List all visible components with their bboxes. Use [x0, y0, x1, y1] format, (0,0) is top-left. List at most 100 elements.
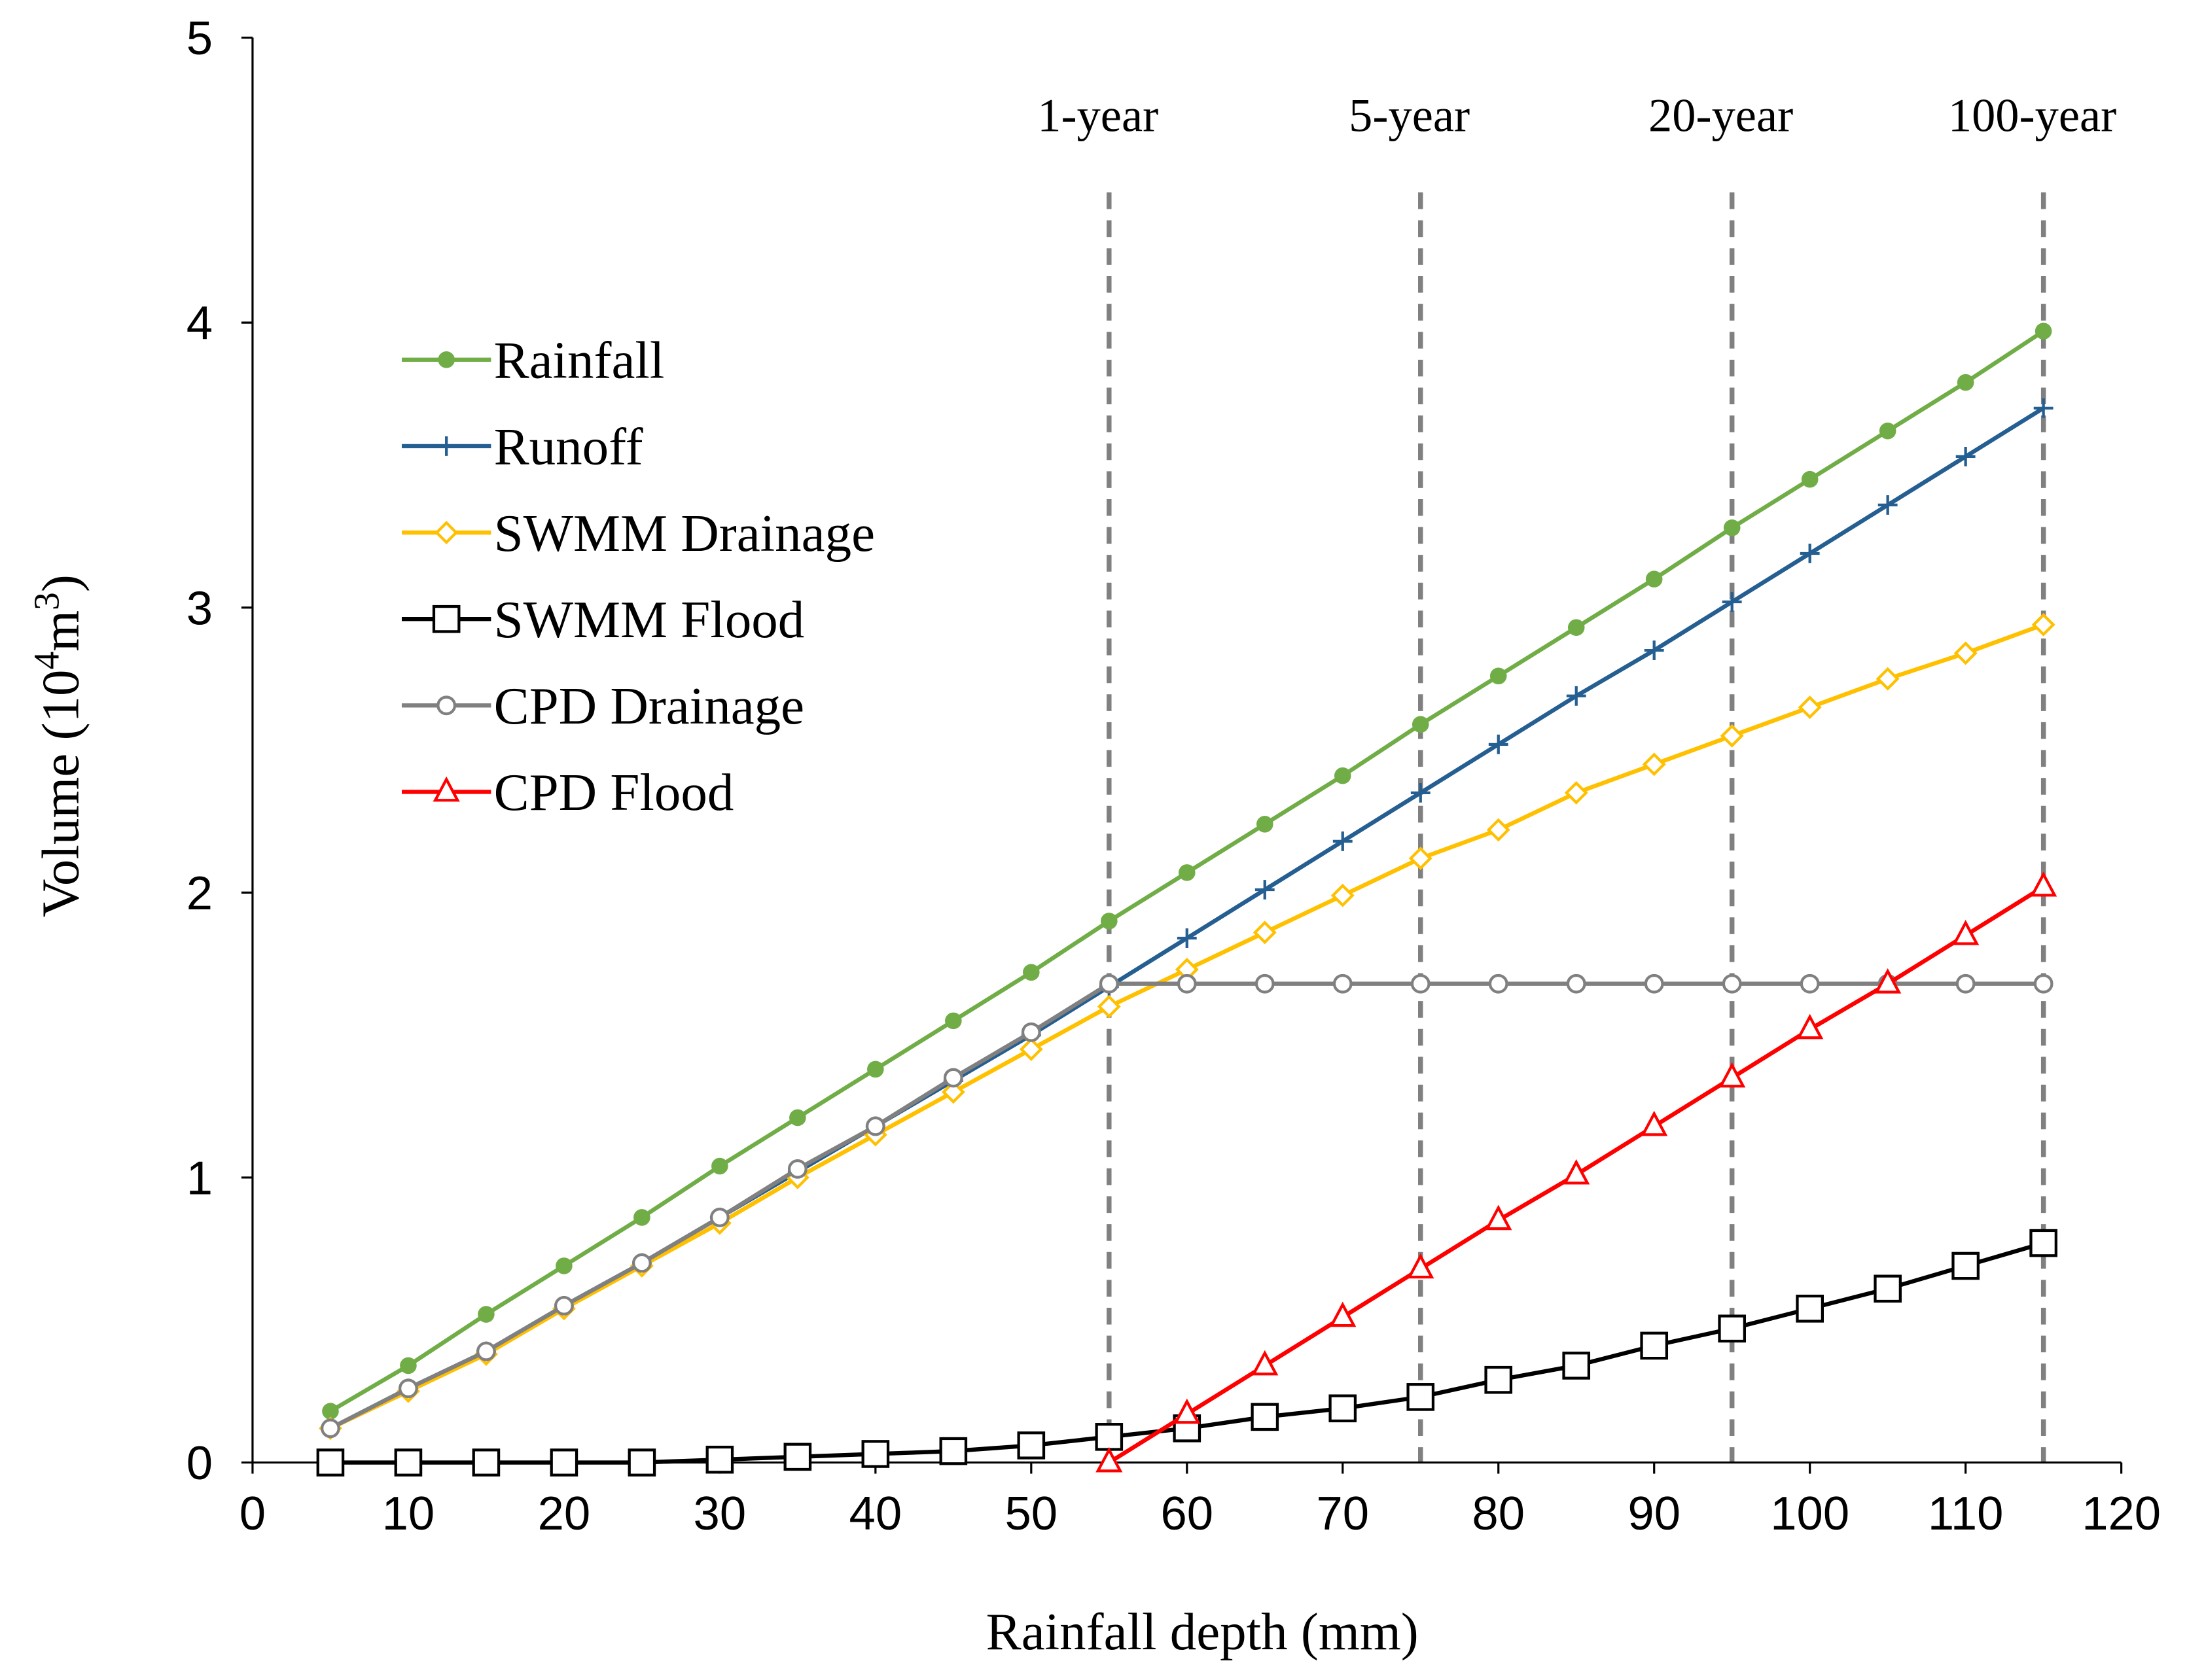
x-tick-label: 10 [382, 1487, 435, 1540]
legend-label: SWMM Flood [494, 590, 805, 649]
x-tick-label: 50 [1005, 1487, 1058, 1540]
data-point [1874, 1274, 1902, 1303]
data-point [435, 521, 459, 545]
data-point [1953, 641, 1978, 665]
data-point [1641, 1110, 1668, 1136]
data-point [633, 1209, 650, 1226]
y-tick-label: 4 [187, 297, 213, 350]
data-point [705, 1445, 734, 1474]
y-tick-label: 2 [187, 867, 213, 920]
series-line [329, 981, 2044, 1431]
data-point [1488, 973, 1508, 994]
x-tick-label: 40 [849, 1487, 902, 1540]
data-point [1957, 374, 1974, 391]
data-point [631, 1253, 652, 1273]
data-point [1023, 964, 1040, 981]
data-point [628, 1448, 656, 1477]
data-point [1251, 1403, 1279, 1431]
legend-item: SWMM Flood [401, 590, 805, 649]
data-point [789, 1109, 806, 1127]
data-point [472, 1448, 501, 1477]
x-tick-label: 70 [1316, 1487, 1369, 1540]
data-point [2030, 871, 2057, 897]
data-point [1955, 973, 1976, 994]
data-point [1566, 686, 1586, 706]
data-point [433, 776, 460, 802]
x-tick-label: 110 [1928, 1487, 2003, 1540]
data-point [1251, 1350, 1279, 1376]
data-point [2031, 612, 2055, 637]
x-tick-label: 120 [2082, 1487, 2161, 1540]
return-period-label: 1-year [1037, 88, 1158, 141]
data-point [1178, 864, 1196, 881]
data-point [1877, 495, 1898, 515]
legend-label: Runoff [494, 417, 643, 476]
data-point [1796, 1295, 1824, 1323]
data-point [1718, 1062, 1746, 1088]
legend-item: Runoff [401, 417, 643, 476]
data-point [438, 351, 455, 368]
data-point [1410, 973, 1431, 994]
data-point [478, 1306, 495, 1323]
data-point [1101, 913, 1118, 930]
data-point [400, 1357, 417, 1374]
data-point [1406, 1383, 1435, 1411]
data-point [1330, 883, 1355, 907]
data-point [1800, 544, 1820, 563]
data-point [1952, 919, 1980, 945]
x-tick-label: 0 [240, 1487, 266, 1540]
data-point [1177, 928, 1197, 948]
legend-label: CPD Drainage [494, 676, 804, 735]
data-point [1019, 1037, 1043, 1061]
data-point [1955, 446, 1976, 466]
data-point [1488, 734, 1508, 754]
data-point [1951, 1251, 1980, 1280]
data-point [1099, 973, 1119, 994]
legend-item: CPD Flood [401, 763, 734, 822]
data-point [1254, 880, 1275, 900]
data-point [1564, 780, 1588, 805]
data-point [1874, 968, 1902, 994]
data-point [787, 1159, 808, 1179]
data-point [476, 1341, 496, 1361]
data-point [1485, 1204, 1512, 1231]
data-point [1412, 716, 1429, 733]
data-point [1723, 519, 1741, 536]
data-point [1332, 831, 1353, 851]
return-period-label: 5-year [1349, 88, 1470, 141]
data-point [1097, 994, 1121, 1019]
data-point [1563, 1159, 1590, 1185]
data-point [550, 1448, 578, 1477]
legend-item: CPD Drainage [401, 676, 804, 735]
data-point [1644, 973, 1664, 994]
data-point [316, 1448, 345, 1477]
data-point [1642, 752, 1666, 777]
data-point [1722, 592, 1742, 612]
data-point [1640, 1331, 1669, 1360]
y-tick-label: 3 [187, 582, 213, 635]
x-tick-label: 30 [694, 1487, 747, 1540]
data-point [1254, 973, 1275, 994]
series-cpd-flood [1095, 871, 2057, 1473]
y-tick-label: 0 [187, 1437, 213, 1490]
data-point [1407, 1253, 1434, 1279]
data-point [1021, 1022, 1041, 1042]
data-point [322, 1403, 339, 1420]
y-axis-title: Volume (104m3) [27, 574, 90, 917]
data-point [2029, 1229, 2057, 1257]
data-point [2033, 398, 2054, 418]
data-point [1410, 782, 1431, 803]
data-point [1796, 1013, 1824, 1040]
data-point [1329, 1301, 1357, 1327]
data-point [2033, 973, 2054, 994]
x-tick-label: 80 [1472, 1487, 1525, 1540]
data-point [1489, 667, 1507, 685]
data-point [321, 1418, 340, 1439]
data-point [939, 1437, 968, 1465]
return-period-label: 20-year [1648, 88, 1793, 141]
data-point [709, 1208, 730, 1227]
data-point [1332, 973, 1353, 994]
series-swmm-flood [316, 1229, 2057, 1477]
data-point [1798, 695, 1822, 720]
